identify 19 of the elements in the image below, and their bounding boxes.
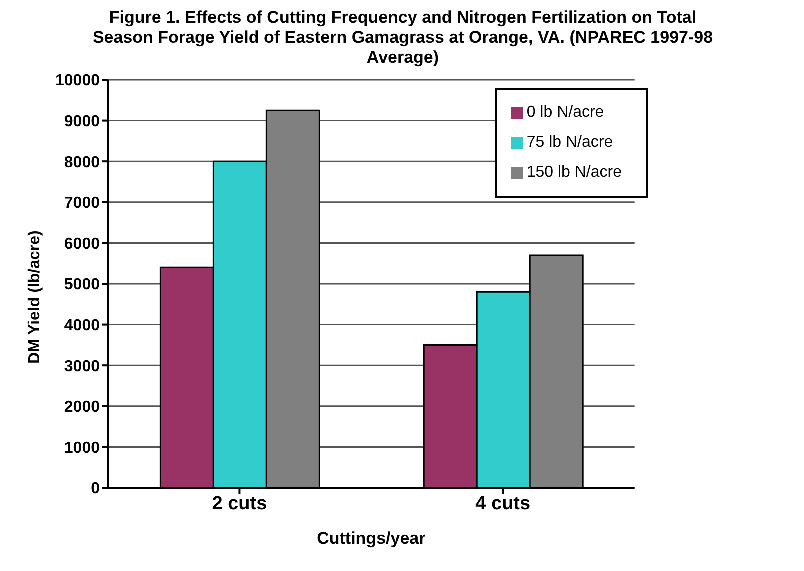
y-tick-label: 7000 (64, 195, 100, 212)
x-tick-label: 4 cuts (476, 493, 531, 514)
y-tick-label: 6000 (64, 236, 100, 253)
y-tick-label: 9000 (64, 113, 100, 130)
y-tick-label: 0 (91, 480, 100, 498)
chart-title: Figure 1. Effects of Cutting Frequency and Nitrogen Fertilization on Total Season Forage Yield of Eastern Gamagrass at Orange, VA. (NPAREC 1997-98 Average) (92, 8, 714, 68)
y-tick-label: 1000 (64, 440, 100, 457)
legend-label: 75 lb N/acre (526, 134, 614, 151)
legend-label: 0 lb N/acre (526, 104, 604, 121)
y-tick-label: 4000 (64, 317, 100, 334)
x-axis-title: Cuttings/year (317, 529, 426, 548)
y-axis-title: DM Yield (lb/acre) (26, 230, 44, 364)
y-tick-label: 5000 (64, 276, 100, 294)
legend-label: 150 lb N/acre (526, 164, 622, 181)
y-tick-label: 10000 (56, 72, 100, 90)
y-tick-label: 2000 (64, 399, 100, 416)
y-tick-label: 8000 (64, 154, 100, 172)
y-tick-label: 3000 (64, 358, 100, 376)
x-tick-label: 2 cuts (212, 493, 268, 514)
